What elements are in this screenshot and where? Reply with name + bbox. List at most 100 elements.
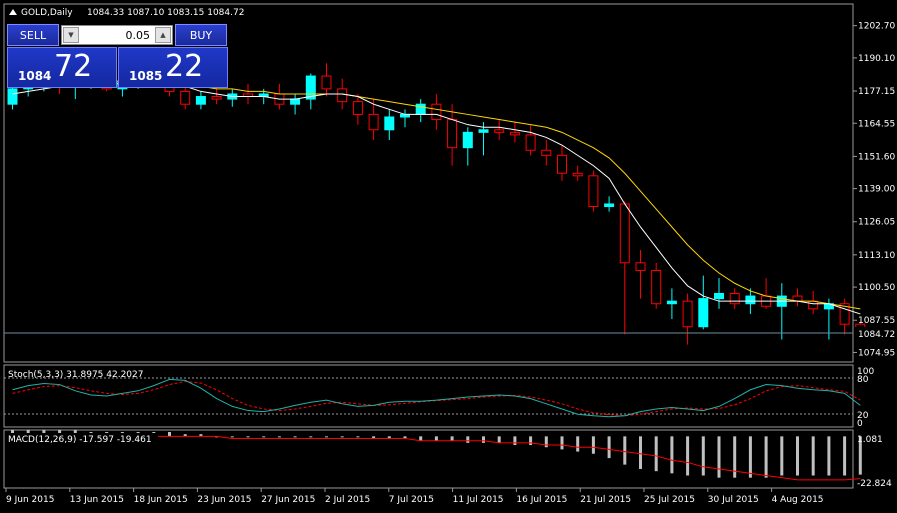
candle-body <box>666 300 677 305</box>
macd-histogram-bar <box>246 436 250 438</box>
candle <box>509 122 520 143</box>
candle <box>274 83 285 110</box>
macd-histogram-bar <box>717 436 721 478</box>
candle <box>494 119 505 141</box>
candle <box>7 83 18 110</box>
candle <box>195 91 206 110</box>
price-tick-label: 1190.10 <box>858 54 895 64</box>
candle <box>792 288 803 307</box>
ask-price-button[interactable]: 1085 22 <box>118 47 228 88</box>
time-tick-label: 21 Jul 2015 <box>580 495 631 505</box>
time-tick-label: 23 Jun 2015 <box>197 495 251 505</box>
candle-body <box>839 303 850 325</box>
candle-body <box>305 75 316 100</box>
macd-level-top: 1.081 <box>857 435 883 445</box>
candle-body <box>352 101 363 115</box>
price-series <box>7 63 866 345</box>
candle <box>384 109 395 141</box>
candle-body <box>714 292 724 300</box>
candle-body <box>745 295 756 305</box>
time-tick-label: 25 Jul 2015 <box>644 495 695 505</box>
candle <box>761 278 772 309</box>
macd-histogram-bar <box>419 436 423 441</box>
stoch-level-20: 20 <box>857 411 869 421</box>
price-tick-label: 1126.05 <box>858 218 895 228</box>
candle-body <box>321 75 332 90</box>
candle <box>572 165 583 181</box>
macd-label: MACD(12,26,9) -17.597 -19.461 <box>8 435 152 445</box>
candle-body <box>290 98 301 105</box>
candle <box>227 88 238 107</box>
candle <box>604 196 615 212</box>
macd-histogram-bar <box>168 432 171 437</box>
sell-button[interactable]: SELL <box>7 24 59 46</box>
stoch-signal-line <box>12 380 861 417</box>
candle <box>666 288 677 320</box>
price-tick-label: 1164.55 <box>858 119 895 129</box>
macd-panel-border <box>3 429 854 489</box>
candle <box>305 73 316 110</box>
price-tick-label: 1139.00 <box>858 185 895 195</box>
macd-histogram-bar <box>796 436 799 476</box>
time-tick-label: 4 Aug 2015 <box>772 495 824 505</box>
candle <box>808 290 819 314</box>
candle-body <box>462 131 473 149</box>
macd-histogram-bar <box>811 436 815 476</box>
bid-price-big: 1084 <box>18 69 52 83</box>
ask-price-pips: 22 <box>165 49 204 84</box>
macd-histogram-bar <box>325 436 328 438</box>
macd-histogram-bar <box>639 436 642 469</box>
current-price-label: 1084.72 <box>858 330 895 340</box>
macd-histogram-bar <box>340 436 344 438</box>
candle <box>400 109 410 128</box>
macd-histogram-bar <box>230 436 234 438</box>
macd-histogram-bar <box>293 436 297 438</box>
stoch-level-80: 80 <box>857 375 869 385</box>
candle <box>698 275 709 330</box>
time-tick-label: 27 Jun 2015 <box>261 495 315 505</box>
lot-size-field[interactable]: ▼ ▲ <box>61 25 173 45</box>
macd-histogram-bar <box>387 436 391 439</box>
macd-histogram-bar <box>183 434 187 437</box>
macd-histogram-bar <box>309 436 313 438</box>
candle-body <box>478 129 489 133</box>
macd-level-bottom: -22.824 <box>857 479 892 489</box>
main-panel-border <box>3 3 854 363</box>
candle <box>368 99 379 141</box>
lot-size-input[interactable] <box>82 26 150 44</box>
candle-body <box>415 103 426 115</box>
macd-histogram-bar <box>591 436 595 454</box>
candle-body <box>729 292 740 305</box>
candle <box>619 201 630 335</box>
candle <box>682 293 693 345</box>
stoch-series <box>12 378 861 418</box>
macd-histogram-bar <box>654 436 658 472</box>
candle-body <box>447 119 458 149</box>
candle <box>541 140 552 166</box>
price-tick-label: 1202.70 <box>858 22 895 32</box>
price-axis: 1202.70 1190.10 1177.15 1164.55 1151.60 1139.… <box>853 22 895 358</box>
candle <box>635 250 646 299</box>
time-tick-label: 2 Jul 2015 <box>325 495 370 505</box>
macd-histogram-bar <box>670 436 674 474</box>
one-click-trading-panel: SELL ▼ ▲ BUY 1084 72 1085 22 <box>7 24 228 88</box>
candle-body <box>619 203 630 264</box>
candle <box>839 298 850 335</box>
triangle-up-icon[interactable] <box>9 9 17 15</box>
time-tick-label: 16 Jul 2015 <box>516 495 567 505</box>
macd-histogram-bar <box>403 436 407 439</box>
candle <box>651 262 662 309</box>
current-price-box <box>854 327 897 339</box>
macd-histogram-bar <box>544 436 548 448</box>
candle <box>462 127 473 166</box>
macd-histogram-bar <box>686 436 690 476</box>
lot-decrease-arrow-icon[interactable]: ▼ <box>63 27 79 43</box>
lot-increase-arrow-icon[interactable]: ▲ <box>155 27 171 43</box>
buy-button[interactable]: BUY <box>175 24 227 46</box>
candle-body <box>541 149 552 156</box>
stoch-level-100: 100 <box>857 367 874 377</box>
price-tick-label: 1177.15 <box>858 87 895 97</box>
bid-price-button[interactable]: 1084 72 <box>7 47 117 88</box>
macd-histogram-bar <box>623 436 627 465</box>
